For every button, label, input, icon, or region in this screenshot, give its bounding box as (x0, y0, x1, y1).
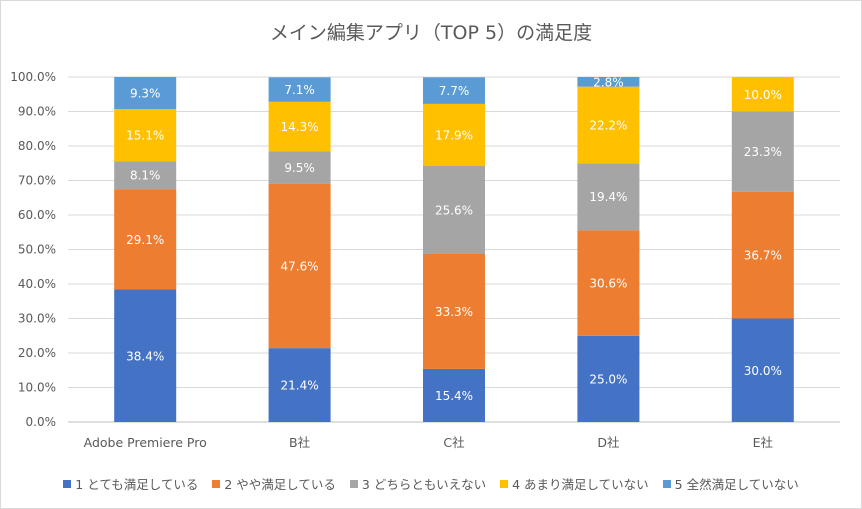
bar-segment (114, 189, 177, 290)
bar-segment (268, 101, 331, 152)
bar-segment (731, 191, 794, 319)
bar-segment (731, 111, 794, 192)
data-label: 17.9% (435, 128, 473, 142)
data-label: 15.1% (126, 129, 164, 143)
bar-segment (114, 77, 177, 110)
data-label: 21.4% (281, 379, 319, 393)
legend-swatch (349, 479, 358, 488)
legend-item: 4 あまり満足していない (500, 474, 649, 493)
bar-segment (577, 163, 640, 231)
data-label: 8.1% (130, 169, 161, 183)
y-tick-label: 100.0% (10, 70, 56, 84)
legend-label: 3 どちらともいえない (361, 477, 487, 492)
data-label: 36.7% (744, 249, 782, 263)
data-label: 22.2% (589, 118, 627, 132)
legend-swatch (500, 479, 509, 488)
y-tick-label: 40.0% (18, 277, 56, 291)
y-tick-label: 20.0% (18, 346, 56, 360)
data-label: 9.3% (130, 87, 161, 101)
data-label: 33.3% (435, 305, 473, 319)
data-label: 2.8% (593, 75, 624, 89)
legend-swatch (662, 479, 671, 488)
data-label: 25.0% (589, 372, 627, 386)
bar-segment (577, 86, 640, 164)
bar-segment (268, 183, 331, 349)
legend-label: 5 全然満足していない (674, 477, 799, 492)
y-tick-label: 30.0% (18, 312, 56, 326)
bar-segment (268, 348, 331, 422)
legend-item: 3 どちらともいえない (349, 474, 487, 493)
legend-item: 2 やや満足している (212, 474, 336, 493)
x-tick-label: D社 (597, 435, 619, 450)
x-tick-label: Adobe Premiere Pro (84, 435, 207, 450)
legend-label: 1 とても満足している (75, 477, 199, 492)
bar-segment (114, 289, 177, 422)
x-tick-label: B社 (289, 435, 310, 450)
y-tick-label: 50.0% (18, 243, 56, 257)
chart-title: メイン編集アプリ（TOP 5）の満足度 (269, 22, 593, 44)
bar-segment (268, 151, 331, 184)
x-tick-label: C社 (443, 435, 464, 450)
legend-swatch (212, 479, 221, 488)
y-tick-label: 80.0% (18, 139, 56, 153)
data-label: 29.1% (126, 233, 164, 247)
data-label: 38.4% (126, 349, 164, 363)
legend-item: 1 とても満足している (63, 474, 198, 493)
y-tick-label: 60.0% (18, 208, 56, 222)
bar-segment (423, 103, 485, 166)
data-label: 25.6% (435, 203, 473, 217)
data-label: 19.4% (589, 190, 627, 204)
x-tick-label: E社 (753, 435, 773, 450)
data-label: 30.0% (744, 364, 782, 378)
data-label: 9.5% (284, 161, 315, 175)
bar-segment (577, 77, 640, 87)
bar-segment (577, 230, 640, 336)
data-label: 7.7% (439, 84, 470, 98)
data-label: 14.3% (281, 120, 319, 134)
legend-swatch (63, 479, 72, 488)
bar-segment (423, 253, 485, 369)
bar-segment (268, 77, 331, 102)
legend-label: 4 あまり満足していない (512, 477, 649, 492)
data-label: 7.1% (284, 83, 315, 97)
data-label: 23.3% (744, 145, 782, 159)
legend-label: 2 やや満足している (224, 477, 336, 492)
data-label: 30.6% (589, 276, 627, 290)
bar-segment (114, 109, 177, 162)
legend-item: 5 全然満足していない (662, 474, 799, 493)
bar-segment (731, 318, 794, 422)
y-tick-label: 70.0% (18, 174, 56, 188)
y-tick-label: 10.0% (18, 381, 56, 395)
bar-segment (577, 335, 640, 422)
data-label: 10.0% (744, 88, 782, 102)
legend: 1 とても満足している 2 やや満足している 3 どちらともいえない 4 あまり満足し… (0, 474, 862, 493)
bar-segment (114, 161, 177, 190)
y-tick-label: 90.0% (18, 105, 56, 119)
data-label: 47.6% (281, 260, 319, 274)
bar-segment (423, 368, 485, 422)
bar-segment (423, 165, 485, 254)
y-tick-label: 0.0% (26, 415, 57, 429)
bar-segment (423, 77, 485, 104)
data-label: 15.4% (435, 389, 473, 403)
bar-segment (731, 77, 794, 112)
